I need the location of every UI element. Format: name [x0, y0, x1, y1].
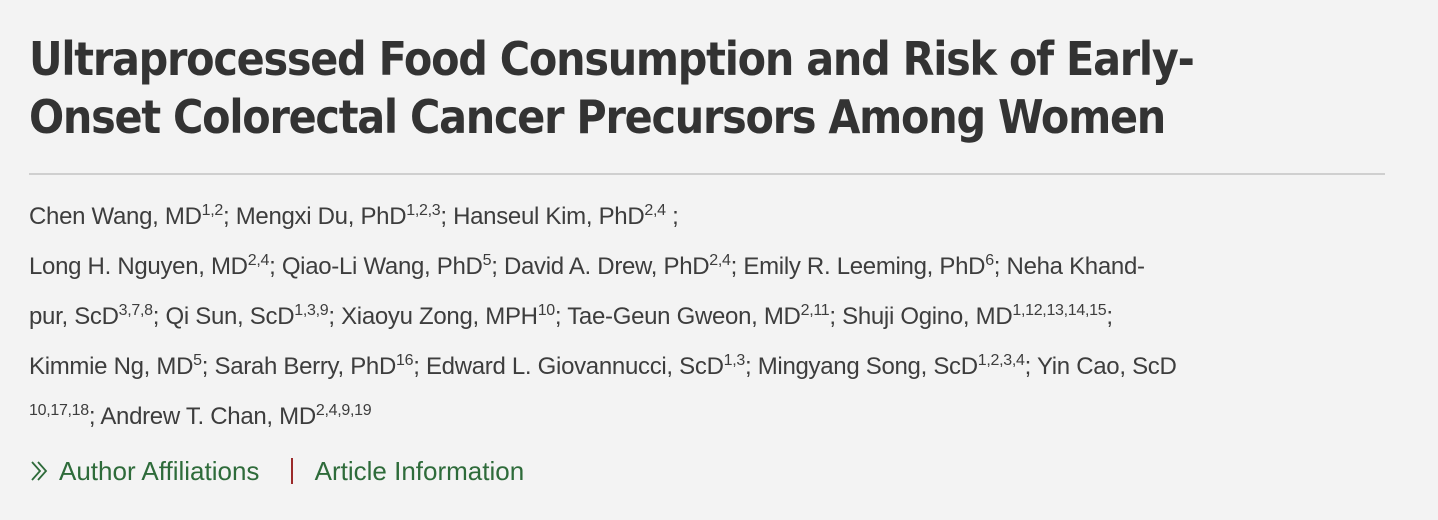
author-name[interactable]: Chen Wang, MD	[29, 203, 202, 230]
author-name[interactable]: Yin Cao, ScD	[1036, 353, 1177, 380]
affiliation-superscript: 3,7,8	[118, 302, 153, 319]
affiliation-superscript: 1,2,3,4	[977, 352, 1025, 369]
author-line: 10,17,18; Andrew T. Chan, MD2,4,9,19	[29, 392, 1399, 442]
article-title-line-2: Onset Colorectal Cancer Precursors Among…	[29, 90, 1166, 144]
author-name[interactable]: Tae-Geun Gweon, MD	[567, 303, 801, 330]
author-separator: ;	[152, 303, 166, 330]
author-name[interactable]: Shuji Ogino, MD	[842, 303, 1013, 330]
author-list: Chen Wang, MD1,2; Mengxi Du, PhD1,2,3; H…	[29, 192, 1399, 442]
author-separator: ;	[554, 303, 568, 330]
author-name[interactable]: Sarah Berry, PhD	[214, 353, 396, 380]
affiliation-superscript: 5	[482, 252, 492, 269]
affiliation-superscript: 2,4	[247, 252, 270, 269]
affiliation-superscript: 2,11	[800, 302, 830, 319]
affiliation-superscript: 5	[193, 352, 202, 369]
author-line: pur, ScD3,7,8; Qi Sun, ScD1,3,9; Xiaoyu …	[29, 292, 1399, 342]
affiliation-superscript: 16	[395, 352, 414, 369]
article-title: Ultraprocessed Food Consumption and Risk…	[29, 30, 1379, 146]
affiliation-superscript: 6	[985, 252, 994, 269]
double-chevron-right-icon	[31, 461, 48, 481]
affiliation-superscript: 1,3	[723, 352, 746, 369]
author-separator: ;	[993, 253, 1007, 280]
author-line: Kimmie Ng, MD5; Sarah Berry, PhD16; Edwa…	[29, 342, 1399, 392]
affiliation-superscript: 2,4,9,19	[315, 402, 372, 419]
author-separator: ;	[413, 353, 426, 380]
author-separator: ;	[1106, 303, 1113, 330]
author-name[interactable]: Qiao-Li Wang, PhD	[281, 253, 483, 280]
article-information-link[interactable]: Article Information	[315, 456, 525, 486]
author-separator: ;	[730, 253, 744, 280]
affiliation-superscript: 1,2,3	[406, 202, 441, 219]
link-separator	[290, 458, 293, 484]
author-separator: ;	[491, 253, 504, 280]
author-line: Long H. Nguyen, MD2,4; Qiao-Li Wang, PhD…	[29, 242, 1399, 292]
author-separator: ;	[328, 303, 342, 330]
title-divider	[29, 173, 1385, 175]
author-separator: ;	[269, 253, 282, 280]
author-name[interactable]: Xiaoyu Zong, MPH	[341, 303, 538, 330]
author-name[interactable]: Mengxi Du, PhD	[235, 203, 407, 230]
author-separator: ;	[744, 353, 758, 380]
author-separator: ;	[440, 203, 454, 230]
author-name[interactable]: Qi Sun, ScD	[165, 303, 295, 330]
author-name[interactable]: pur, ScD	[29, 303, 119, 330]
author-name[interactable]: Mingyang Song, ScD	[757, 353, 978, 380]
affiliation-superscript: 2,4	[709, 252, 731, 269]
author-separator: ;	[1024, 353, 1037, 380]
article-title-line-1: Ultraprocessed Food Consumption and Risk…	[29, 32, 1195, 86]
author-separator: ;	[201, 353, 215, 380]
affiliation-superscript: 2,4	[644, 202, 666, 219]
affiliation-superscript: 10	[537, 302, 556, 319]
affiliation-superscript: 10,17,18	[29, 402, 89, 419]
author-name[interactable]: Kimmie Ng, MD	[29, 353, 194, 380]
author-name[interactable]: David A. Drew, PhD	[503, 253, 710, 280]
author-name[interactable]: Emily R. Leeming, PhD	[743, 253, 986, 280]
article-links: Author Affiliations Article Information	[29, 456, 524, 487]
author-separator: ;	[665, 203, 679, 230]
affiliation-superscript: 1,2	[201, 202, 224, 219]
author-name[interactable]: Neha Khand-	[1006, 253, 1145, 280]
author-name[interactable]: Long H. Nguyen, MD	[29, 253, 248, 280]
author-separator: ;	[222, 203, 236, 230]
author-line: Chen Wang, MD1,2; Mengxi Du, PhD1,2,3; H…	[29, 192, 1399, 242]
author-separator: ;	[829, 303, 843, 330]
author-affiliations-label: Author Affiliations	[59, 456, 260, 486]
author-name[interactable]: Edward L. Giovannucci, ScD	[425, 353, 724, 380]
article-information-label: Article Information	[314, 456, 525, 486]
author-name[interactable]: Hanseul Kim, PhD	[453, 203, 645, 230]
author-name[interactable]: Andrew T. Chan, MD	[100, 403, 316, 430]
author-affiliations-link[interactable]: Author Affiliations	[29, 456, 267, 486]
affiliation-superscript: 1,3,9	[294, 302, 329, 319]
author-separator: ;	[88, 403, 101, 430]
affiliation-superscript: 1,12,13,14,15	[1012, 302, 1107, 319]
